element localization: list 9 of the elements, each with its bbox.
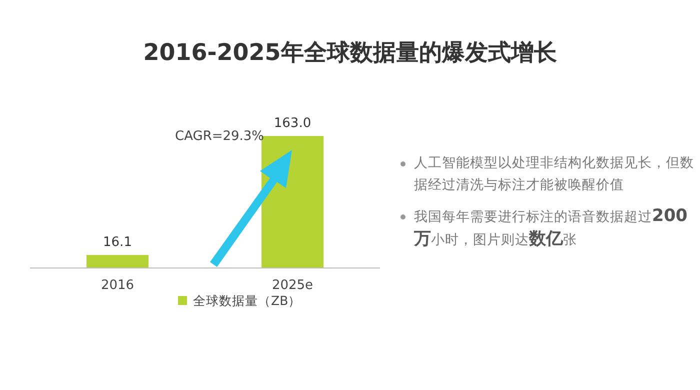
- data-label: 16.1: [103, 234, 132, 250]
- chart-title: 2016-2025年全球数据量的爆发式增长: [143, 40, 557, 66]
- x-tick-label: 2025e: [272, 278, 314, 293]
- data-label: 163.0: [274, 116, 312, 131]
- legend-label: 全球数据量（ZB）: [193, 293, 302, 308]
- text: 人工智能模型以处理非结构化数据见长，但数据经过清洗与标注才能被唤醒价值: [413, 154, 695, 195]
- text: 我国每年需要进行标注的语音数据超过200万小时，图片则达数亿张: [414, 206, 688, 249]
- annotation: CAGR=29.3%: [175, 129, 264, 144]
- x-tick-label: 2016: [100, 278, 134, 293]
